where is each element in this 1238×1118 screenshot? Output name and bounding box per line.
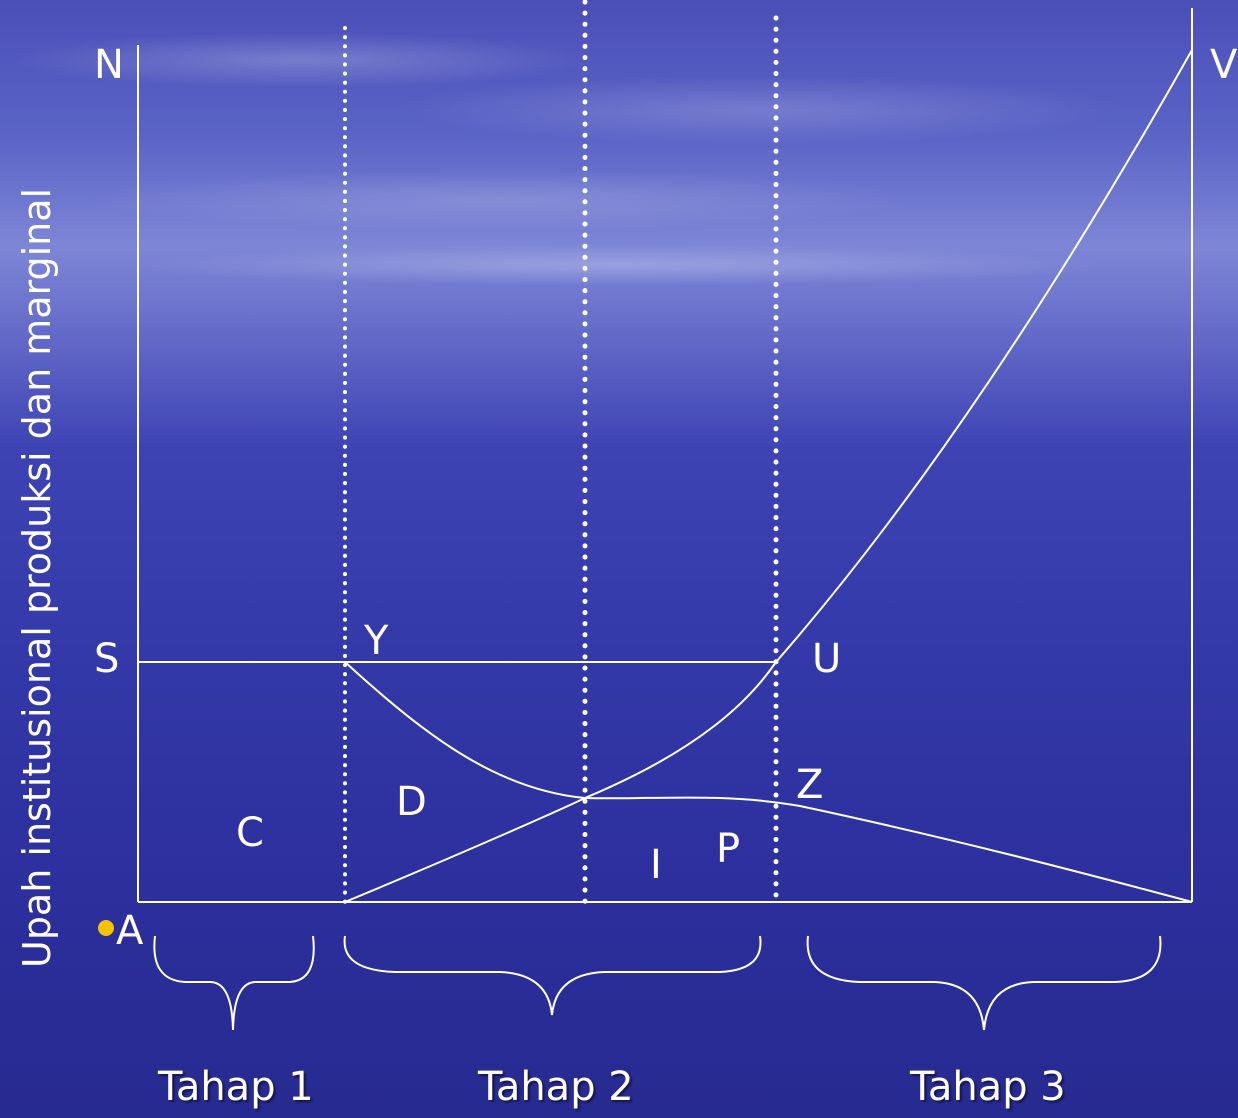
- stage-label-3: Tahap 3: [909, 1064, 1066, 1110]
- label-s: S: [94, 636, 119, 682]
- y-axis-label: Upah institusional produksi dan marginal: [15, 188, 59, 968]
- label-p: P: [716, 826, 740, 872]
- label-y: Y: [363, 618, 389, 664]
- falling-curve: [344, 661, 1193, 903]
- label-v: V: [1210, 42, 1238, 88]
- brace-stage-3: [806, 935, 1162, 1031]
- stage-label-2: Tahap 2: [477, 1064, 634, 1110]
- rising-curve: [344, 49, 1193, 903]
- label-u: U: [812, 636, 841, 682]
- brace-stage-1: [153, 935, 315, 1031]
- origin-bullet: [98, 920, 114, 936]
- label-d: D: [396, 779, 427, 825]
- label-n: N: [94, 42, 124, 88]
- label-a: A: [116, 908, 144, 954]
- stage-label-1: Tahap 1: [157, 1064, 314, 1110]
- label-z: Z: [796, 762, 823, 808]
- brace-stage-2: [343, 935, 762, 1016]
- label-c: C: [236, 810, 264, 856]
- label-i: I: [650, 842, 662, 888]
- cloud-background: [0, 0, 1238, 300]
